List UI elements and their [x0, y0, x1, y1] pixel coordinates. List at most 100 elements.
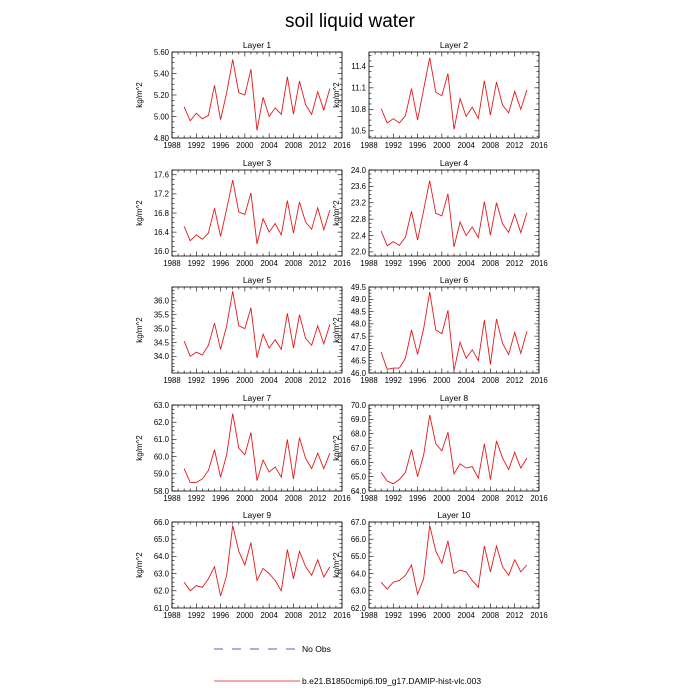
y-tick-label: 65.0: [154, 535, 170, 544]
panel-layer-3: Layer 3 1988 1992 1996 2000 2004 2008 2012 2016 1…: [135, 158, 351, 268]
y-tick-label: 46.5: [351, 357, 367, 366]
y-tick-label: 65.0: [351, 472, 367, 481]
x-tick-label: 1988: [360, 259, 377, 268]
x-tick-label: 2016: [530, 376, 547, 385]
y-axis-label: kg/m^2: [135, 82, 144, 108]
y-tick-label: 60.0: [154, 452, 170, 461]
y-tick-label: 36.0: [154, 297, 170, 306]
x-tick-label: 2016: [530, 259, 547, 268]
x-tick-label: 2008: [482, 259, 499, 268]
x-tick-label: 2004: [457, 259, 475, 268]
y-axis-label: kg/m^2: [332, 552, 341, 578]
x-tick-label: 2000: [433, 259, 451, 268]
x-tick-label: 1988: [360, 376, 377, 385]
x-tick-label: 2000: [236, 141, 254, 150]
y-tick-label: 64.0: [154, 552, 170, 561]
x-tick-label: 2016: [333, 259, 350, 268]
x-tick-label: 2016: [530, 141, 547, 150]
x-tick-label: 2000: [433, 141, 451, 150]
y-axis-label: kg/m^2: [332, 435, 341, 461]
x-tick-label: 1992: [385, 494, 402, 503]
plot-frame: [368, 521, 540, 609]
legend: No Obs b.e21.B1850cmip6.f09_g17.DAMIP-hi…: [214, 644, 481, 686]
y-tick-label: 46.0: [351, 369, 367, 378]
y-tick-label: 23.6: [351, 182, 366, 191]
y-tick-label: 23.2: [351, 199, 366, 208]
y-tick-label: 70.0: [351, 401, 367, 410]
panel-title: Layer 6: [440, 275, 469, 285]
panel-title: Layer 9: [243, 510, 272, 520]
y-tick-label: 47.0: [351, 344, 367, 353]
panel-grid: Layer 1 1988 1992 1996 2000 2004 2008 2012 2016 4…: [135, 40, 548, 620]
x-tick-label: 2008: [482, 494, 499, 503]
x-tick-label: 1992: [188, 494, 205, 503]
x-tick-label: 2008: [482, 141, 499, 150]
x-tick-label: 2000: [433, 494, 451, 503]
x-tick-label: 1996: [212, 259, 229, 268]
x-tick-label: 2016: [333, 611, 350, 620]
x-tick-label: 2004: [260, 611, 278, 620]
y-tick-label: 35.5: [154, 311, 170, 320]
x-tick-label: 2000: [236, 494, 254, 503]
x-tick-label: 2004: [457, 141, 475, 150]
x-tick-label: 1988: [163, 376, 180, 385]
x-tick-label: 1996: [409, 611, 426, 620]
y-tick-label: 10.5: [351, 127, 367, 136]
y-tick-label: 58.0: [154, 487, 170, 496]
y-tick-label: 62.0: [351, 604, 367, 613]
x-tick-label: 2012: [506, 259, 523, 268]
plot-frame: [368, 404, 540, 492]
series-line-1: [380, 525, 528, 596]
x-tick-label: 2004: [457, 376, 475, 385]
x-tick-label: 1992: [385, 611, 402, 620]
x-tick-label: 1996: [212, 141, 229, 150]
x-tick-label: 1996: [409, 141, 426, 150]
y-tick-label: 5.20: [154, 91, 170, 100]
legend-model-label: b.e21.B1850cmip6.f09_g17.DAMIP-hist-vlc.…: [302, 676, 481, 686]
x-tick-label: 1996: [212, 494, 229, 503]
panel-layer-7: Layer 7 1988 1992 1996 2000 2004 2008 2012 2016 5…: [135, 393, 351, 503]
panel-title: Layer 1: [243, 40, 272, 50]
y-tick-label: 48.5: [351, 307, 367, 316]
x-tick-label: 1988: [360, 611, 377, 620]
x-tick-label: 1992: [385, 259, 402, 268]
x-tick-label: 2016: [530, 611, 547, 620]
x-tick-label: 2008: [285, 376, 302, 385]
y-tick-label: 62.0: [154, 587, 170, 596]
y-tick-label: 64.0: [351, 569, 367, 578]
y-tick-label: 5.00: [154, 112, 170, 121]
x-tick-label: 2008: [482, 376, 499, 385]
y-axis-label: kg/m^2: [332, 317, 341, 343]
x-tick-label: 2008: [285, 259, 302, 268]
panel-title: Layer 8: [440, 393, 469, 403]
y-tick-label: 11.4: [351, 62, 366, 71]
panel-layer-10: Layer 10 1988 1992 1996 2000 2004 2008 2012 2016…: [332, 510, 548, 620]
panel-layer-1: Layer 1 1988 1992 1996 2000 2004 2008 2012 2016 4…: [135, 40, 351, 150]
y-tick-label: 59.0: [154, 470, 170, 479]
panel-title: Layer 2: [440, 40, 469, 50]
y-tick-label: 11.1: [351, 84, 366, 93]
panel-title: Layer 3: [243, 158, 272, 168]
x-tick-label: 2004: [260, 494, 278, 503]
y-tick-label: 67.0: [351, 518, 367, 527]
x-tick-label: 1988: [360, 494, 377, 503]
x-tick-label: 2016: [333, 494, 350, 503]
x-tick-label: 1996: [409, 259, 426, 268]
y-tick-label: 61.0: [154, 604, 170, 613]
x-tick-label: 2012: [309, 141, 326, 150]
y-tick-label: 61.0: [154, 435, 170, 444]
series-line-1: [380, 180, 528, 248]
y-tick-label: 16.4: [154, 228, 170, 237]
y-tick-label: 66.0: [154, 518, 170, 527]
x-tick-label: 2004: [260, 141, 278, 150]
y-axis-label: kg/m^2: [332, 200, 341, 226]
y-tick-label: 5.60: [154, 48, 170, 57]
y-axis-label: kg/m^2: [135, 435, 144, 461]
y-tick-label: 48.0: [351, 320, 367, 329]
y-tick-label: 67.0: [351, 444, 367, 453]
y-tick-label: 34.0: [154, 352, 170, 361]
y-tick-label: 10.8: [351, 105, 366, 114]
x-tick-label: 1996: [409, 376, 426, 385]
